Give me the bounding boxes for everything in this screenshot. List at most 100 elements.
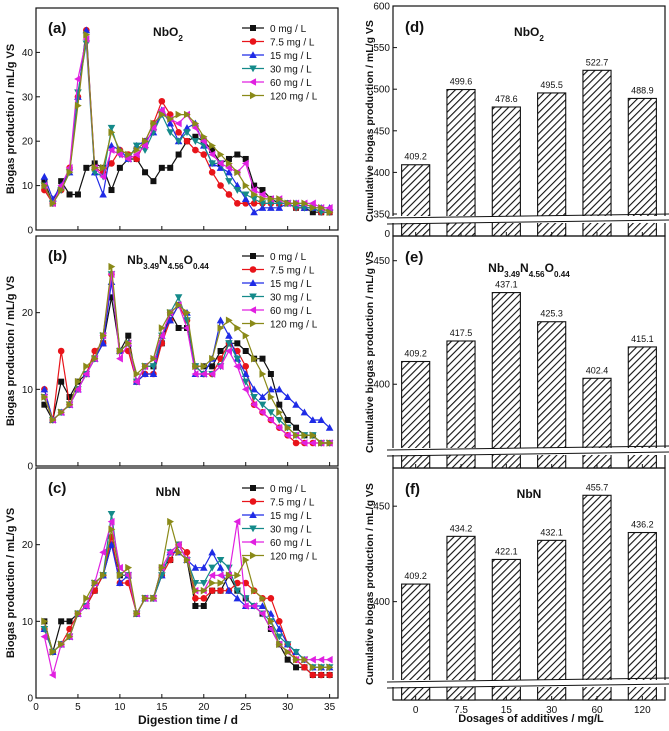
legend-item: 7.5 mg / L xyxy=(242,38,315,49)
data-point xyxy=(259,355,266,362)
legend-label: 0 mg / L xyxy=(270,252,307,263)
data-point xyxy=(258,609,266,618)
y-tick-label: 600 xyxy=(373,2,390,13)
data-point xyxy=(175,325,182,331)
data-point xyxy=(192,586,200,595)
data-point xyxy=(142,137,149,145)
bar xyxy=(491,558,521,701)
legend-marker xyxy=(249,293,257,301)
data-point xyxy=(107,124,116,132)
break-gap xyxy=(387,448,669,455)
data-point xyxy=(301,655,309,664)
data-point xyxy=(293,664,300,671)
data-point xyxy=(251,354,258,363)
data-point xyxy=(259,187,266,194)
bar xyxy=(491,292,521,469)
data-point xyxy=(258,602,267,610)
series-120-mg-l xyxy=(41,262,334,447)
legend-item: 15 mg / L xyxy=(242,51,312,62)
y-tick-label: 400 xyxy=(373,380,390,391)
data-point xyxy=(133,146,141,154)
data-point xyxy=(317,655,325,664)
legend-label: 30 mg / L xyxy=(270,293,312,304)
y-axis-label: Cumulative biogas production / mL/g VS xyxy=(364,20,376,222)
data-point xyxy=(150,119,158,128)
panel-label: (e) xyxy=(405,249,423,266)
y-axis-label: Biogas production / mL/g VS xyxy=(5,508,17,658)
data-point xyxy=(49,648,57,656)
legend-marker xyxy=(249,319,257,328)
panel-title: NbN xyxy=(517,487,542,501)
data-point xyxy=(208,150,216,159)
data-point xyxy=(251,586,258,595)
data-point xyxy=(259,195,267,203)
bar xyxy=(582,494,612,701)
data-point xyxy=(58,178,65,185)
data-point xyxy=(318,439,326,447)
data-point xyxy=(267,617,275,626)
series-line xyxy=(43,542,330,676)
data-point xyxy=(275,416,284,424)
line-chart-b: 0 10 20 (b) Nb3.49N4.56O0.44 0 mg / L 7.5 mg /… xyxy=(5,235,339,473)
data-point xyxy=(318,663,326,672)
bar-value-label: 417.5 xyxy=(450,328,473,338)
data-point xyxy=(175,548,183,557)
legend-item: 30 mg / L xyxy=(242,525,312,536)
data-point xyxy=(191,563,200,571)
data-point xyxy=(276,408,284,417)
data-point xyxy=(283,431,291,440)
legend-item: 0 mg / L xyxy=(242,24,307,35)
data-point xyxy=(174,294,183,302)
legend-marker xyxy=(249,78,257,86)
data-point xyxy=(183,137,191,145)
legend-item: 7.5 mg / L xyxy=(242,266,315,277)
data-point xyxy=(58,640,65,649)
bar-value-label: 437.1 xyxy=(495,280,518,290)
x-tick-label: 10 xyxy=(114,702,126,713)
data-point xyxy=(209,363,216,370)
break-line xyxy=(386,445,669,451)
data-point xyxy=(241,378,250,386)
data-point xyxy=(309,671,317,679)
data-point xyxy=(58,408,65,417)
legend-label: 15 mg / L xyxy=(270,51,312,62)
data-point xyxy=(284,199,292,208)
data-point xyxy=(208,571,216,580)
data-point xyxy=(251,182,258,189)
data-point xyxy=(141,141,149,150)
data-point xyxy=(275,204,284,211)
data-point xyxy=(174,119,182,128)
data-point xyxy=(100,331,107,340)
data-point xyxy=(208,587,216,594)
data-point xyxy=(58,618,65,625)
data-point xyxy=(83,30,91,39)
data-point xyxy=(292,400,300,408)
data-point xyxy=(108,525,116,534)
data-point xyxy=(258,408,266,417)
data-point xyxy=(100,571,107,580)
data-point xyxy=(241,602,249,610)
data-point xyxy=(283,641,292,649)
data-point xyxy=(183,308,191,317)
data-point xyxy=(91,164,99,172)
data-point xyxy=(200,603,207,609)
data-point xyxy=(259,370,267,378)
bar-value-label: 455.7 xyxy=(586,482,609,492)
data-point xyxy=(183,110,191,119)
data-point xyxy=(326,439,334,447)
legend-item: 7.5 mg / L xyxy=(242,498,315,509)
legend-item: 30 mg / L xyxy=(242,65,312,76)
legend-item: 120 mg / L xyxy=(242,92,318,103)
data-point xyxy=(250,602,258,610)
bar-value-label: 434.2 xyxy=(450,523,473,533)
data-point xyxy=(251,190,258,199)
data-point xyxy=(267,416,274,424)
data-point xyxy=(293,655,300,664)
series-120-mg-l xyxy=(41,517,334,672)
data-point xyxy=(108,160,115,167)
data-point xyxy=(49,416,57,424)
data-point xyxy=(267,393,275,401)
data-point xyxy=(99,190,107,198)
data-point xyxy=(267,195,275,203)
data-point xyxy=(250,186,258,194)
